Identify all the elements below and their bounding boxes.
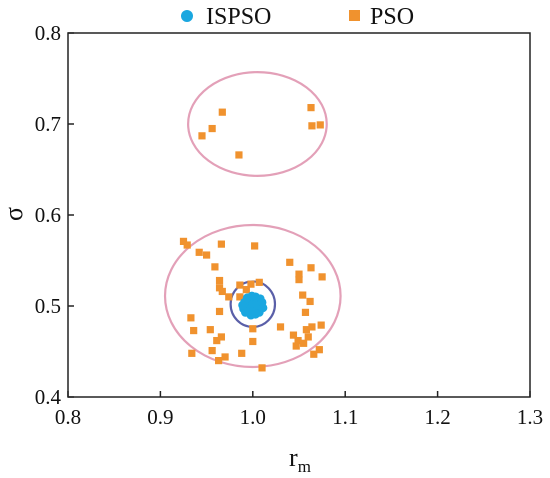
y-tick-label: 0.5 xyxy=(35,294,61,318)
pso-point xyxy=(208,346,216,355)
pso-point xyxy=(225,293,233,301)
pso-point xyxy=(236,281,244,289)
y-tick-label: 0.8 xyxy=(35,21,61,45)
pso-point xyxy=(295,270,303,278)
pso-point xyxy=(316,121,324,129)
y-tick-label: 0.4 xyxy=(35,385,62,409)
x-tick-label: 1.3 xyxy=(517,405,543,429)
pso-point xyxy=(251,242,259,250)
data-points xyxy=(179,104,326,372)
pso-point xyxy=(215,284,224,292)
legend-marker-ispso xyxy=(181,10,193,22)
pso-point xyxy=(308,323,316,331)
pso-point xyxy=(215,276,224,285)
pso-point xyxy=(208,124,216,133)
pso-point xyxy=(301,308,310,316)
x-axis-title-main: r xyxy=(289,443,298,472)
pso-point xyxy=(317,321,325,329)
pso-point xyxy=(217,240,225,248)
x-tick-label: 0.9 xyxy=(147,405,173,429)
pso-point xyxy=(211,263,219,271)
pso-point xyxy=(276,323,285,331)
pso-point xyxy=(258,364,266,372)
x-axis-title: rm xyxy=(289,443,311,476)
pso-point xyxy=(203,251,211,259)
pso-point xyxy=(286,258,294,266)
pso-point xyxy=(294,336,302,345)
pso-point xyxy=(318,273,326,281)
pso-point xyxy=(198,132,206,140)
x-tick-label: 0.8 xyxy=(55,405,81,429)
pso-point xyxy=(183,241,191,249)
pso-point xyxy=(213,336,221,345)
legend: ISPSO PSO xyxy=(181,4,414,30)
pso-point xyxy=(218,108,226,116)
pso-point xyxy=(300,339,308,347)
pso-point xyxy=(308,122,316,130)
pso-point xyxy=(217,333,225,341)
pso-point xyxy=(304,333,312,341)
pso-point xyxy=(187,314,195,322)
legend-label-ispso: ISPSO xyxy=(206,4,271,30)
pso-point xyxy=(302,326,310,334)
pso-point xyxy=(307,104,315,112)
pso-point xyxy=(235,151,243,159)
pso-point xyxy=(215,357,223,365)
pso-point xyxy=(249,337,257,346)
ispso-point xyxy=(246,310,256,320)
x-tick-label: 1.1 xyxy=(332,405,358,429)
ispso-point xyxy=(258,303,268,313)
pso-point xyxy=(238,349,246,357)
pso-point xyxy=(188,349,196,357)
annotation-ellipse xyxy=(163,223,342,369)
legend-marker-pso xyxy=(349,10,360,21)
pso-point xyxy=(179,237,188,245)
annotation-circles xyxy=(163,71,342,369)
annotation-ellipse xyxy=(187,71,328,177)
pso-point xyxy=(306,297,314,306)
pso-point xyxy=(307,264,315,272)
x-axis-title-subscript: m xyxy=(298,457,311,476)
pso-point xyxy=(255,278,263,286)
pso-point xyxy=(247,280,255,288)
y-tick-label: 0.7 xyxy=(35,112,61,136)
pso-point xyxy=(292,342,300,350)
y-axis-title: σ xyxy=(0,207,28,221)
pso-point xyxy=(289,331,298,339)
pso-point xyxy=(299,291,307,299)
pso-point xyxy=(242,286,250,294)
ispso-point xyxy=(238,300,248,310)
y-tick-label: 0.6 xyxy=(35,203,61,227)
x-tick-label: 1.0 xyxy=(240,405,266,429)
pso-point xyxy=(221,353,229,361)
pso-point xyxy=(295,276,303,284)
pso-point xyxy=(249,325,257,333)
pso-point xyxy=(236,293,244,301)
ispso-point xyxy=(251,292,260,302)
pso-point xyxy=(190,326,198,335)
legend-label-pso: PSO xyxy=(370,4,414,30)
pso-point xyxy=(218,287,226,296)
pso-point xyxy=(206,326,214,334)
x-tick-label: 1.2 xyxy=(424,405,450,429)
axis-ticks: 0.8 0.9 1.0 1.1 1.2 1.3 0.4 0.5 0.6 0.7 0.8 xyxy=(35,21,543,429)
pso-point xyxy=(195,248,203,256)
pso-point xyxy=(215,307,224,316)
pso-point xyxy=(310,350,318,358)
pso-point xyxy=(315,346,323,354)
